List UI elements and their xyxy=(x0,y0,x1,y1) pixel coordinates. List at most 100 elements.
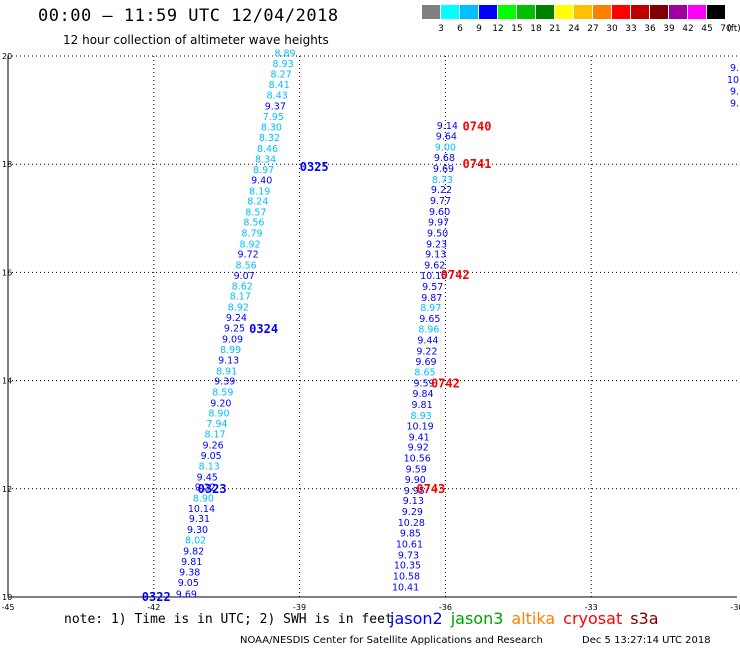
y-tick-label: 12 xyxy=(2,485,12,494)
wave-height-value: 8.27 xyxy=(271,69,292,80)
wave-height-value: 9.31 xyxy=(189,514,210,525)
wave-height-value: 9.05 xyxy=(178,578,199,589)
wave-height-value: 9.44 xyxy=(417,336,438,347)
map-grid xyxy=(8,55,737,597)
y-tick-label: 16 xyxy=(2,268,12,277)
wave-height-value: 9.72 xyxy=(238,250,259,261)
wave-height-value: 8.90 xyxy=(193,494,214,505)
wave-height-value: 9.22 xyxy=(195,483,216,494)
color-swatch xyxy=(441,5,459,19)
wave-height-value: 8.57 xyxy=(245,207,266,218)
color-swatch xyxy=(688,5,706,19)
wave-height-value: 9.84 xyxy=(412,389,433,400)
wave-height-value: 9.29 xyxy=(402,507,423,518)
wave-height-value: 9.41 xyxy=(409,432,430,443)
x-tick-label: -36 xyxy=(439,603,452,612)
satellite-s3a: s3a xyxy=(630,609,659,628)
color-scale-label: 30 xyxy=(606,24,618,34)
wave-height-value: 9.24 xyxy=(226,313,247,324)
color-swatch xyxy=(460,5,478,19)
map-axes: -45 -42 -39 -36 -33 -30 10 12 14 16 18 20 xyxy=(1,52,740,612)
wave-height-value: 8.34 xyxy=(255,154,276,165)
wave-height-value: 8.56 xyxy=(243,218,264,229)
wave-height-value: 8.90 xyxy=(208,409,229,420)
wave-height-value: 8.24 xyxy=(247,197,268,208)
y-tick-label: 14 xyxy=(2,377,12,386)
wave-height-value: 9. xyxy=(730,63,739,74)
color-swatch xyxy=(498,5,516,19)
pass-time-label: 0323 xyxy=(198,482,227,496)
satellite-jason2: jason2 xyxy=(390,609,443,628)
wave-height-value: 8.43 xyxy=(267,90,288,101)
wave-height-value: 9.20 xyxy=(210,398,231,409)
wave-height-value: 10.14 xyxy=(188,504,215,515)
wave-height-value: 9.57 xyxy=(422,282,443,293)
y-tick-label: 20 xyxy=(2,52,12,61)
wave-height-value: 10.58 xyxy=(393,571,420,582)
wave-height-value: 9.81 xyxy=(181,557,202,568)
wave-height-value: 9.37 xyxy=(265,101,286,112)
wave-height-value: 9.14 xyxy=(437,121,458,132)
wave-height-value: 9.69 xyxy=(176,589,197,600)
wave-height-value: 8.79 xyxy=(241,228,262,239)
wave-height-value: 8.19 xyxy=(249,186,270,197)
wave-height-value: 9.25 xyxy=(224,324,245,335)
wave-height-value: 8.92 xyxy=(228,303,249,314)
wave-height-value: 10.56 xyxy=(404,454,431,465)
wave-height-value: 9.39 xyxy=(214,377,235,388)
wave-height-value: 9. xyxy=(730,99,739,110)
color-scale-label: 21 xyxy=(549,24,561,34)
wave-height-value: 10.61 xyxy=(396,540,423,551)
color-scale-label: 39 xyxy=(663,24,675,34)
x-tick-label: -33 xyxy=(585,603,598,612)
wave-height-value: 8.62 xyxy=(232,281,253,292)
wave-height-value: 8.32 xyxy=(259,133,280,144)
color-scale-label: 45 xyxy=(701,24,713,34)
wave-height-value: 8.92 xyxy=(239,239,260,250)
wave-height-value: 7.95 xyxy=(263,112,284,123)
x-tick-label: -30 xyxy=(730,603,740,612)
page-subtitle: 12 hour collection of altimeter wave hei… xyxy=(63,33,329,47)
wave-height-value: 9.87 xyxy=(421,293,442,304)
wave-height-value: 8.65 xyxy=(414,367,435,378)
wave-height-value: 9.13 xyxy=(425,250,446,261)
color-scale-label: 12 xyxy=(492,24,504,34)
credit-line: NOAA/NESDIS Center for Satellite Applica… xyxy=(240,635,543,646)
timestamp: Dec 5 13:27:14 UTC 2018 xyxy=(582,635,711,646)
color-scale-label: 6 xyxy=(457,24,463,34)
wave-height-value: 9.85 xyxy=(400,529,421,540)
wave-height-value: 9.45 xyxy=(197,472,218,483)
color-swatch xyxy=(517,5,535,19)
wave-height-value: 9.07 xyxy=(234,271,255,282)
color-scale-label: 70 xyxy=(720,24,732,34)
x-tick-label: -45 xyxy=(1,603,14,612)
color-swatch xyxy=(669,5,687,19)
wave-height-value: 8.59 xyxy=(212,388,233,399)
wave-height-value: 9.59 xyxy=(413,378,434,389)
color-scale-label: 27 xyxy=(587,24,599,34)
color-swatch xyxy=(555,5,573,19)
color-scale-label: 3 xyxy=(438,24,444,34)
pass-time-label: 0743 xyxy=(416,482,445,496)
wave-height-value: 9.95 xyxy=(404,486,425,497)
wave-height-value: 9.69 xyxy=(415,357,436,368)
color-swatch xyxy=(536,5,554,19)
wave-height-value: 9.64 xyxy=(436,132,457,143)
wave-height-value: 8.17 xyxy=(230,292,251,303)
wave-height-value: 8.89 xyxy=(274,48,295,59)
wave-height-value: 9.40 xyxy=(251,175,272,186)
y-tick-label: 10 xyxy=(2,593,12,602)
wave-height-value: 8.30 xyxy=(261,122,282,133)
color-scale-label: 42 xyxy=(682,24,694,34)
pass-time-label: 0742 xyxy=(431,376,460,390)
wave-height-value: 9.81 xyxy=(411,400,432,411)
color-scale-label: 18 xyxy=(530,24,542,34)
wave-height-value: 8.91 xyxy=(216,366,237,377)
color-scale-label: 24 xyxy=(568,24,580,34)
color-scale-label: 9 xyxy=(476,24,482,34)
track-edge: 9.10.9.9. xyxy=(727,63,740,110)
track-s3a: 10.4110.5810.359.7310.619.8510.289.299.1… xyxy=(392,119,491,593)
wave-height-value: 9.22 xyxy=(416,346,437,357)
color-scale-label: 33 xyxy=(625,24,637,34)
